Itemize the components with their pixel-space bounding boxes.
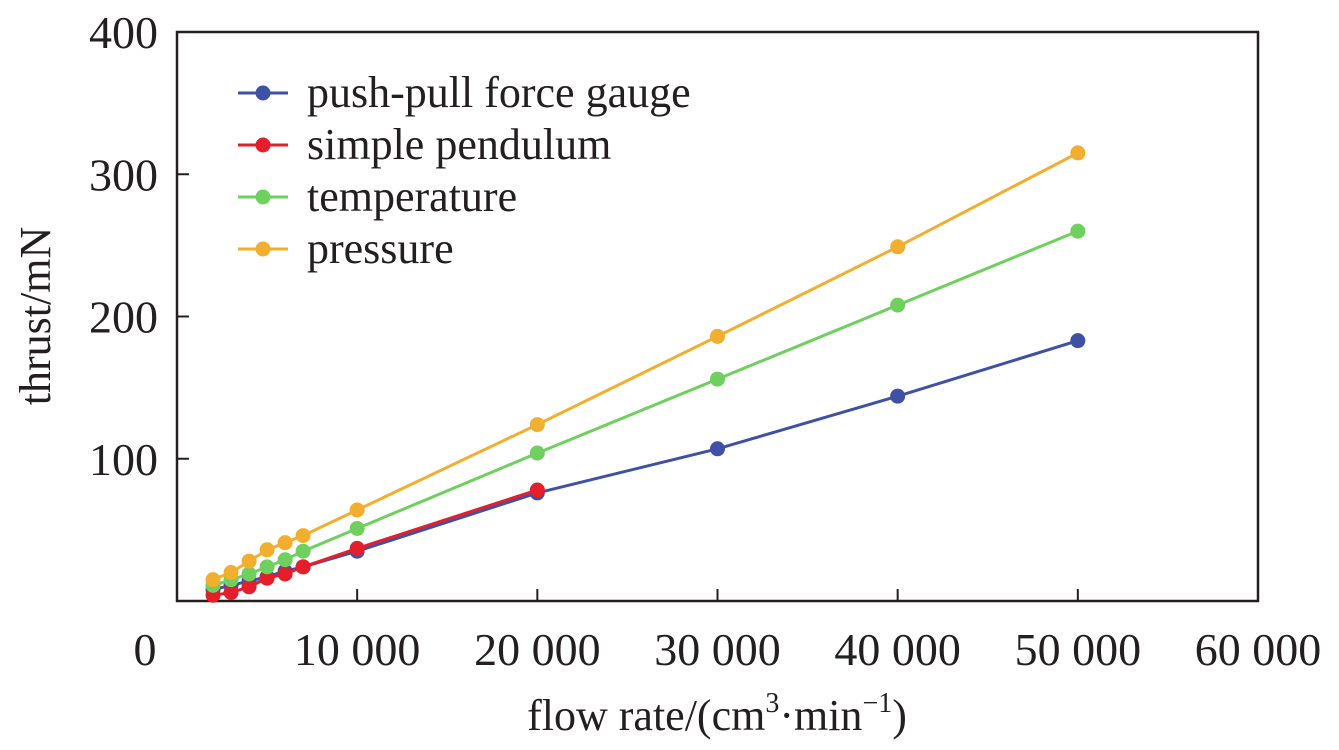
- data-point: [295, 559, 311, 575]
- data-point: [1070, 145, 1086, 161]
- series-pressure: [205, 145, 1086, 588]
- y-tick-label: 200: [89, 292, 158, 343]
- legend-marker: [255, 85, 271, 101]
- data-point: [241, 566, 257, 582]
- data-point: [529, 417, 545, 433]
- data-point: [890, 388, 906, 404]
- x-tick-label: 20 000: [474, 624, 601, 675]
- x-tick-label: 40 000: [834, 624, 961, 675]
- x-axis: 0 10 000 20 000 30 000 40 000 50 000 60 000: [134, 589, 1322, 675]
- legend-item: pressure: [238, 224, 454, 273]
- data-point: [295, 543, 311, 559]
- legend-label: push-pull force gauge: [307, 68, 691, 117]
- legend-item: push-pull force gauge: [238, 68, 691, 117]
- data-point: [241, 579, 257, 595]
- legend-item: simple pendulum: [238, 120, 611, 169]
- data-point: [349, 540, 365, 556]
- data-point: [295, 528, 311, 544]
- data-point: [277, 535, 293, 551]
- x-tick-label: 30 000: [654, 624, 781, 675]
- series-simple-pendulum: [205, 482, 545, 603]
- data-point: [259, 542, 275, 558]
- data-point: [223, 584, 239, 600]
- legend-item: temperature: [238, 172, 517, 221]
- data-point: [205, 572, 221, 588]
- legend-marker: [255, 189, 271, 205]
- x-tick-label: 0: [134, 624, 157, 675]
- data-point: [241, 553, 257, 569]
- x-tick-label: 60 000: [1195, 624, 1322, 675]
- data-point: [710, 371, 725, 387]
- legend-label: pressure: [307, 224, 454, 273]
- x-axis-title: flow rate/(cm3·min−1): [527, 688, 907, 740]
- data-point: [349, 520, 365, 536]
- data-point: [529, 482, 545, 498]
- series-temperature: [205, 223, 1086, 593]
- data-point: [710, 328, 725, 344]
- y-tick-label: 400: [89, 7, 158, 58]
- y-tick-label: 300: [89, 149, 158, 200]
- x-tick-label: 50 000: [1015, 624, 1142, 675]
- legend-marker: [255, 241, 271, 257]
- data-point: [1070, 223, 1086, 239]
- data-point: [349, 502, 365, 518]
- x-tick-label: 10 000: [294, 624, 421, 675]
- y-axis: 100 200 300 400: [89, 7, 189, 485]
- legend-label: temperature: [307, 172, 517, 221]
- legend-marker: [255, 137, 271, 153]
- data-point: [1070, 333, 1086, 349]
- series-line: [212, 229, 1079, 587]
- data-point: [529, 445, 545, 461]
- data-point: [277, 552, 293, 568]
- plot-frame: [175, 30, 1260, 603]
- data-point: [277, 566, 293, 582]
- data-point: [259, 559, 275, 575]
- y-axis-title: thrust/mN: [11, 227, 60, 405]
- data-point: [710, 441, 725, 457]
- data-point: [890, 297, 906, 313]
- data-point: [259, 570, 275, 586]
- data-point: [890, 239, 906, 255]
- data-point: [223, 565, 239, 581]
- y-tick-label: 100: [89, 434, 158, 485]
- series-layer: [205, 145, 1086, 603]
- legend-label: simple pendulum: [307, 120, 611, 169]
